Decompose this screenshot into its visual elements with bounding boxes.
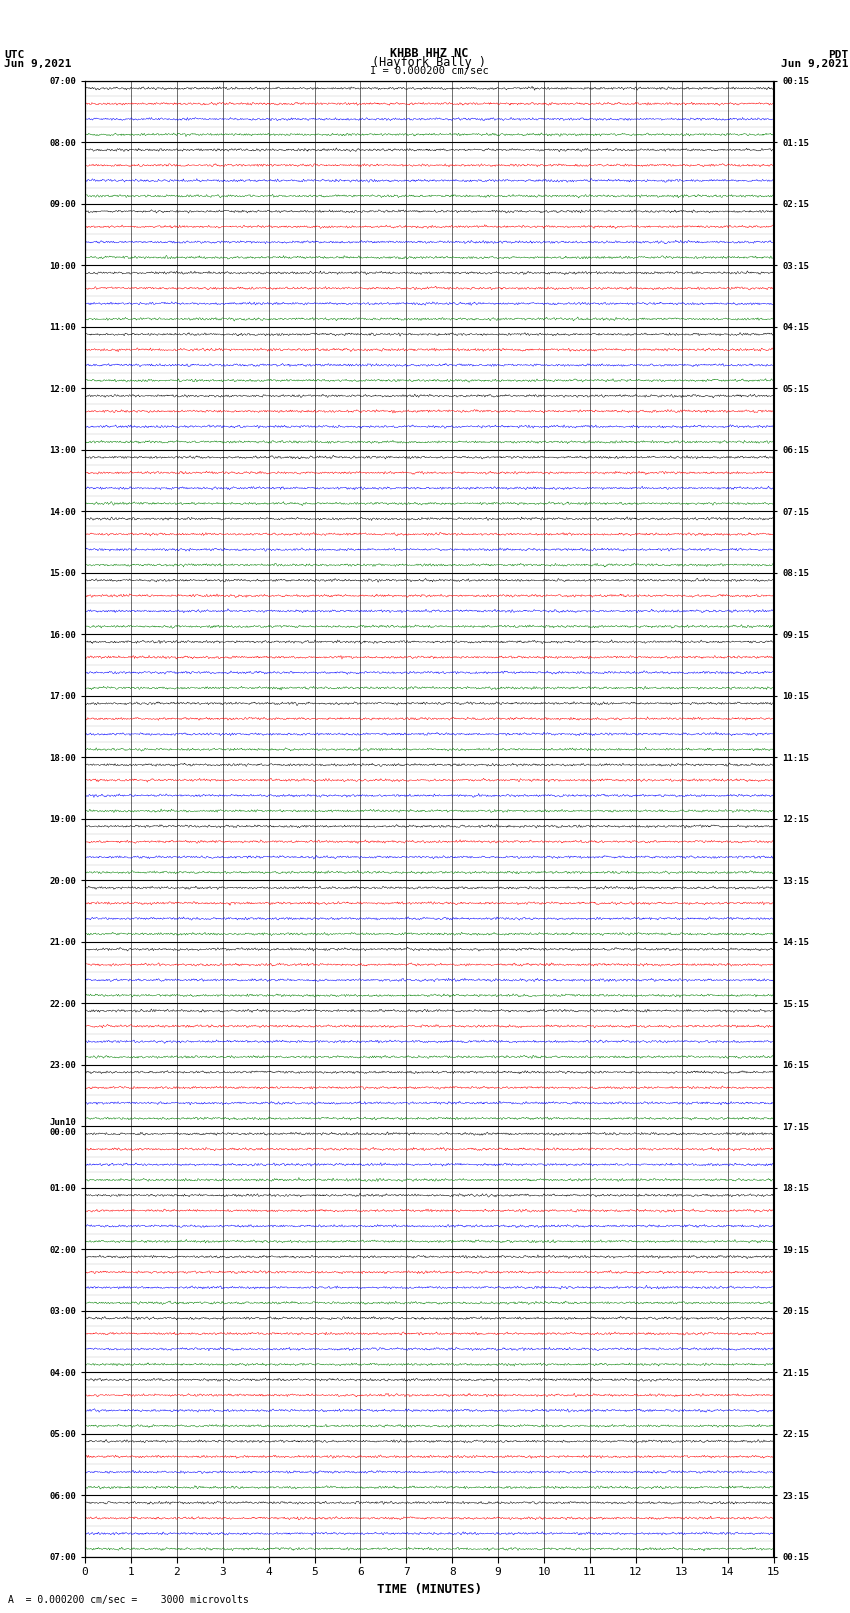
Text: Jun 9,2021: Jun 9,2021	[781, 60, 848, 69]
Text: Jun 9,2021: Jun 9,2021	[4, 60, 71, 69]
Text: (Hayfork Bally ): (Hayfork Bally )	[372, 56, 486, 69]
Text: UTC: UTC	[4, 50, 25, 60]
Text: KHBB HHZ NC: KHBB HHZ NC	[390, 47, 468, 60]
X-axis label: TIME (MINUTES): TIME (MINUTES)	[377, 1582, 482, 1595]
Text: I = 0.000200 cm/sec: I = 0.000200 cm/sec	[370, 66, 489, 76]
Text: A  = 0.000200 cm/sec =    3000 microvolts: A = 0.000200 cm/sec = 3000 microvolts	[8, 1595, 249, 1605]
Text: PDT: PDT	[828, 50, 848, 60]
